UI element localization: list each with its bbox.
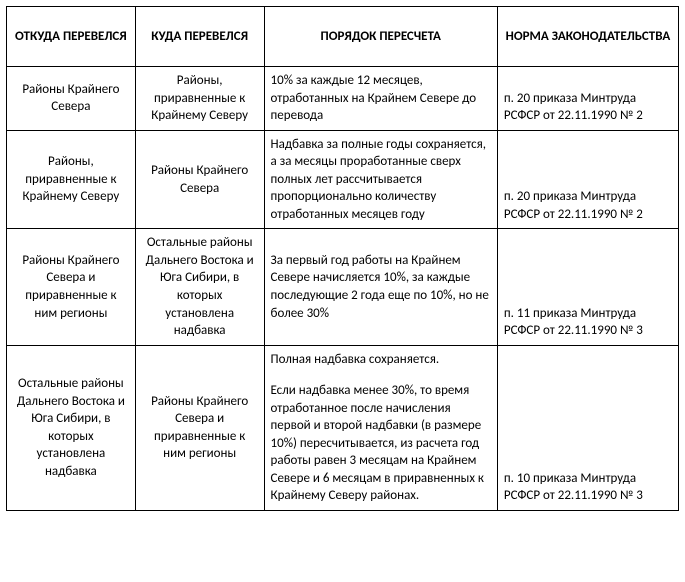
order-paragraph-1: Полная надбавка сохраняется. (271, 351, 491, 369)
header-from: ОТКУДА ПЕРЕВЕЛСЯ (7, 7, 136, 67)
cell-to: Районы Крайнего Севера и приравненные к … (135, 345, 264, 510)
transfer-rules-table: ОТКУДА ПЕРЕВЕЛСЯ КУДА ПЕРЕВЕЛСЯ ПОРЯДОК … (6, 6, 679, 511)
cell-from: Районы Крайнего Севера и приравненные к … (7, 229, 136, 345)
cell-order: Надбавка за полные годы сохраняется, а з… (264, 130, 497, 229)
header-to: КУДА ПЕРЕВЕЛСЯ (135, 7, 264, 67)
cell-to: Районы, приравненные к Крайнему Северу (135, 67, 264, 131)
paragraph-gap (271, 368, 491, 382)
table-row: Районы Крайнего Севера Районы, приравнен… (7, 67, 679, 131)
table-row: Районы Крайнего Севера и приравненные к … (7, 229, 679, 345)
cell-order: 10% за каждые 12 месяцев, отработанных н… (264, 67, 497, 131)
cell-law: п. 10 приказа Минтруда РСФСР от 22.11.19… (497, 345, 678, 510)
cell-law: п. 11 приказа Минтруда РСФСР от 22.11.19… (497, 229, 678, 345)
cell-to: Районы Крайнего Севера (135, 130, 264, 229)
cell-from: Районы, приравненные к Крайнему Северу (7, 130, 136, 229)
order-paragraph-2: Если надбавка менее 30%, то время отрабо… (271, 382, 491, 505)
header-law: НОРМА ЗАКОНОДАТЕЛЬСТВА (497, 7, 678, 67)
cell-order: За первый год работы на Крайнем Севере н… (264, 229, 497, 345)
cell-order: Полная надбавка сохраняется. Если надбав… (264, 345, 497, 510)
table-row: Районы, приравненные к Крайнему Северу Р… (7, 130, 679, 229)
cell-from: Районы Крайнего Севера (7, 67, 136, 131)
table-row: Остальные районы Дальнего Востока и Юга … (7, 345, 679, 510)
table-header-row: ОТКУДА ПЕРЕВЕЛСЯ КУДА ПЕРЕВЕЛСЯ ПОРЯДОК … (7, 7, 679, 67)
cell-law: п. 20 приказа Минтруда РСФСР от 22.11.19… (497, 67, 678, 131)
cell-law: п. 20 приказа Минтруда РСФСР от 22.11.19… (497, 130, 678, 229)
cell-to: Остальные районы Дальнего Востока и Юга … (135, 229, 264, 345)
header-order: ПОРЯДОК ПЕРЕСЧЕТА (264, 7, 497, 67)
cell-from: Остальные районы Дальнего Востока и Юга … (7, 345, 136, 510)
